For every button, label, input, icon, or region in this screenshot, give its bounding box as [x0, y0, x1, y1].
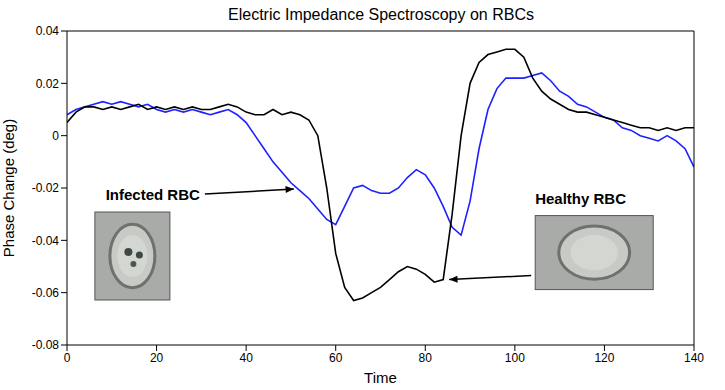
svg-text:0.02: 0.02: [36, 77, 60, 91]
html-text:Electric Impedance Spectroscop: Electric Impedance Spectroscopy on RBCs: [228, 6, 534, 23]
svg-text:60: 60: [329, 351, 343, 365]
svg-text:-0.06: -0.06: [32, 286, 60, 300]
svg-text:-0.02: -0.02: [32, 181, 60, 195]
svg-text:0.04: 0.04: [36, 24, 60, 38]
svg-text:40: 40: [239, 351, 253, 365]
svg-text:100: 100: [505, 351, 525, 365]
svg-text:-0.04: -0.04: [32, 234, 60, 248]
svg-text:Time: Time: [364, 369, 397, 386]
svg-text:Healthy RBC: Healthy RBC: [535, 190, 626, 207]
svg-text:Infected RBC: Infected RBC: [106, 186, 200, 203]
svg-text:0: 0: [64, 351, 71, 365]
svg-text:0: 0: [52, 129, 59, 143]
svg-text:20: 20: [150, 351, 164, 365]
svg-text:120: 120: [594, 351, 614, 365]
svg-text:80: 80: [419, 351, 433, 365]
svg-text:140: 140: [684, 351, 704, 365]
svg-text:Phase Change (deg): Phase Change (deg): [0, 119, 17, 257]
svg-text:-0.08: -0.08: [32, 338, 60, 352]
